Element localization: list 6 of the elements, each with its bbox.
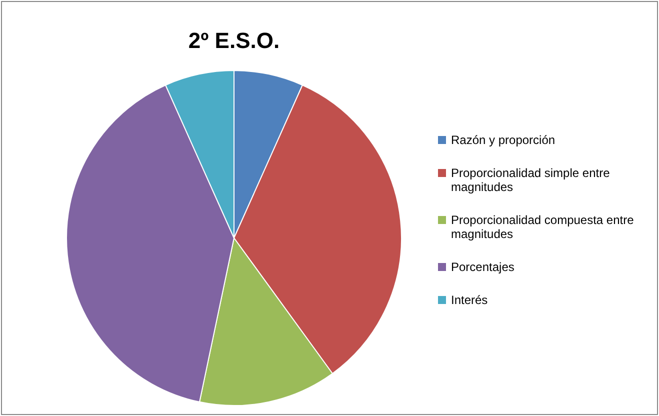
legend-label: Razón y proporción [451,133,556,147]
legend-label: Porcentajes [451,260,514,274]
legend-label: Proporcionalidad simple entre magnitudes [451,166,611,194]
legend-label: Proporcionalidad compuesta entre magnitudes [451,213,635,241]
chart-title: 2º E.S.O. [187,28,281,54]
legend-label: Interés [451,293,488,307]
